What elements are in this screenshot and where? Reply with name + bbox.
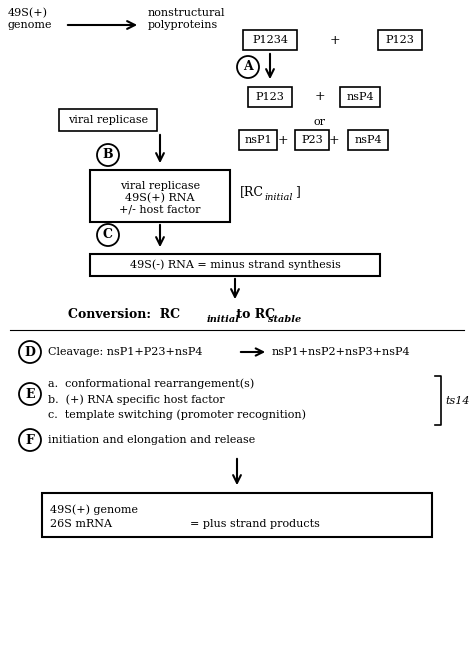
Text: 49S(+) genome: 49S(+) genome	[50, 504, 138, 515]
Bar	[90, 254, 380, 276]
Text: C: C	[103, 229, 113, 241]
Text: A: A	[243, 61, 253, 74]
Bar	[348, 130, 388, 150]
Bar	[59, 109, 157, 131]
Circle shape	[97, 144, 119, 166]
Circle shape	[19, 341, 41, 363]
Text: E: E	[25, 388, 35, 400]
Text: viral replicase: viral replicase	[68, 115, 148, 125]
Bar	[239, 130, 277, 150]
Circle shape	[19, 429, 41, 451]
Text: +: +	[330, 33, 340, 47]
Text: a.  conformational rearrangement(s): a. conformational rearrangement(s)	[48, 378, 254, 388]
Text: = plus strand products: = plus strand products	[190, 519, 320, 529]
Text: 26S mRNA: 26S mRNA	[50, 519, 112, 529]
Text: ]: ]	[295, 186, 300, 198]
Text: D: D	[25, 346, 36, 358]
Text: stable: stable	[268, 315, 301, 323]
Text: +: +	[278, 134, 288, 146]
Text: P123: P123	[255, 92, 284, 102]
Text: P1234: P1234	[252, 35, 288, 45]
Circle shape	[19, 383, 41, 405]
Text: [RC: [RC	[240, 186, 264, 198]
Circle shape	[237, 56, 259, 78]
Bar	[42, 493, 432, 537]
Text: nonstructural
polyproteins: nonstructural polyproteins	[148, 8, 226, 30]
Bar	[340, 87, 380, 107]
Text: nsP1+nsP2+nsP3+nsP4: nsP1+nsP2+nsP3+nsP4	[272, 347, 410, 357]
Circle shape	[97, 224, 119, 246]
Text: B: B	[103, 148, 113, 162]
Text: nsP4: nsP4	[354, 135, 382, 145]
Text: +: +	[315, 90, 325, 104]
Bar	[90, 170, 230, 222]
Text: 49S(-) RNA = minus strand synthesis: 49S(-) RNA = minus strand synthesis	[129, 260, 340, 270]
Text: initial: initial	[265, 192, 293, 201]
Bar	[378, 30, 422, 50]
Text: viral replicase: viral replicase	[120, 181, 200, 191]
Text: P123: P123	[385, 35, 414, 45]
Text: +: +	[328, 134, 339, 146]
Text: P23: P23	[301, 135, 323, 145]
Text: +/- host factor: +/- host factor	[119, 205, 201, 215]
Text: ts14: ts14	[445, 396, 470, 406]
Text: nsP1: nsP1	[244, 135, 272, 145]
Text: initiation and elongation and release: initiation and elongation and release	[48, 435, 255, 445]
Text: F: F	[26, 434, 35, 446]
Text: initial: initial	[207, 315, 240, 323]
Text: to RC: to RC	[232, 307, 275, 321]
Text: nsP4: nsP4	[346, 92, 374, 102]
Text: Cleavage: nsP1+P23+nsP4: Cleavage: nsP1+P23+nsP4	[48, 347, 202, 357]
Text: b.  (+) RNA specific host factor: b. (+) RNA specific host factor	[48, 394, 225, 404]
Text: or: or	[314, 117, 326, 127]
Bar	[243, 30, 297, 50]
Text: 49S(+) RNA: 49S(+) RNA	[125, 193, 195, 203]
Bar	[248, 87, 292, 107]
Bar	[295, 130, 329, 150]
Text: c.  template switching (promoter recognition): c. template switching (promoter recognit…	[48, 409, 306, 420]
Text: 49S(+)
genome: 49S(+) genome	[8, 8, 53, 30]
Text: Conversion:  RC: Conversion: RC	[68, 307, 180, 321]
